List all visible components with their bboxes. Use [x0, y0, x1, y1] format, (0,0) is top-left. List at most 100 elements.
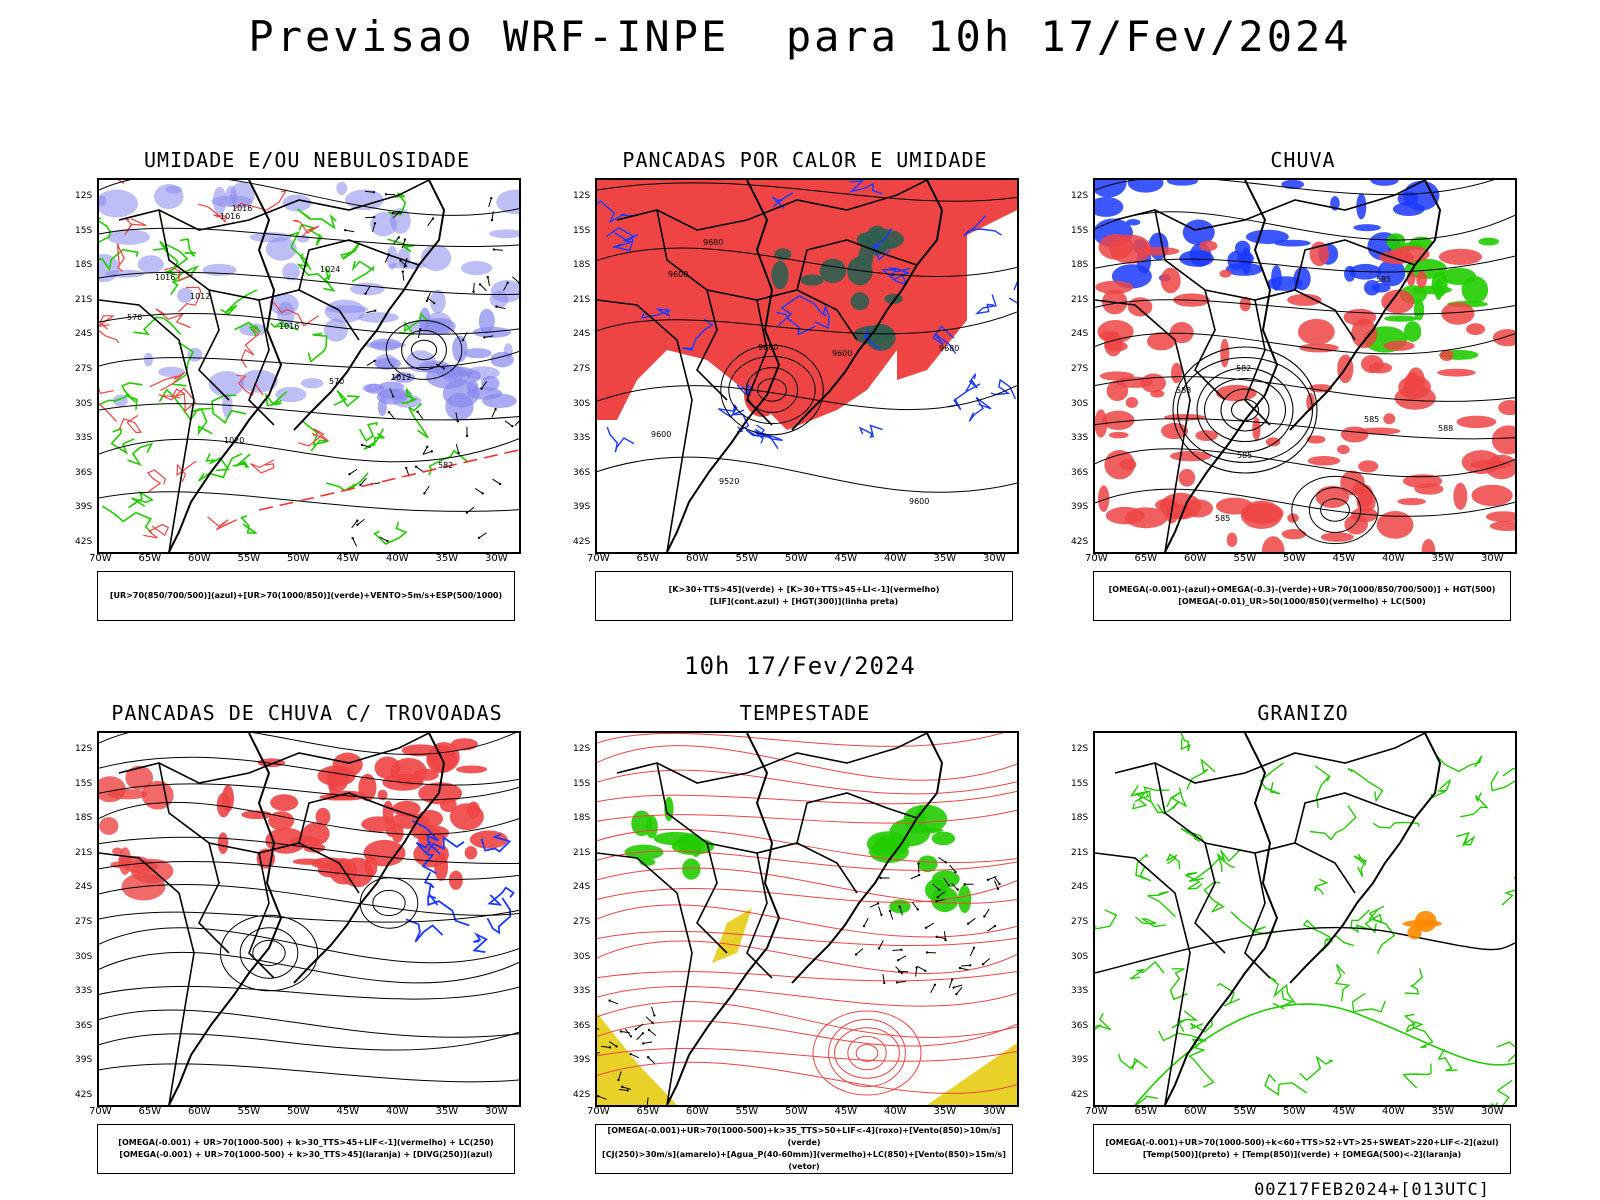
lat-tick-label: 33S — [75, 433, 93, 444]
lon-tick-label: 40W — [884, 1106, 907, 1117]
contour-label: 9600 — [909, 497, 929, 506]
lat-tick-label: 30S — [1071, 398, 1089, 409]
lat-tick-label: 18S — [573, 813, 591, 824]
legend-line: [UR>70(850/700/500)](azul)+[UR>70(1000/8… — [109, 591, 503, 600]
lat-tick-label: 21S — [75, 847, 93, 858]
lat-tick-label: 39S — [1071, 1055, 1089, 1066]
legend-line: [LIF](cont.azul) + [HGT(300)](linha pret… — [709, 597, 899, 606]
lat-tick-label: 24S — [75, 329, 93, 340]
lon-tick-label: 70W — [587, 1106, 610, 1117]
lat-tick-label: 39S — [573, 1055, 591, 1066]
legend-line: [OMEGA(-0.001)-(azul)+OMEGA(-0.3)-(verde… — [1108, 585, 1496, 594]
lon-tick-label: 35W — [933, 1106, 957, 1117]
lat-tick-label: 27S — [573, 364, 591, 374]
contour-label: 1012 — [190, 292, 210, 301]
lon-tick-label: 55W — [1233, 553, 1257, 564]
lat-tick-label: 42S — [573, 537, 591, 547]
contour-label: 585 — [1364, 415, 1379, 424]
lon-tick-label: 55W — [735, 1106, 759, 1117]
umidade-panel-title: UMIDADE E/OU NEBULOSIDADE — [143, 148, 471, 172]
lon-tick-label: 55W — [735, 553, 759, 564]
contour-label: 1012 — [391, 373, 411, 382]
contour-label: 9680 — [703, 238, 723, 247]
contour-label: 588 — [1438, 424, 1453, 433]
lat-tick-label: 15S — [75, 778, 93, 789]
lat-tick-label: 39S — [75, 502, 93, 513]
chuva-legend: [OMEGA(-0.001)-(azul)+OMEGA(-0.3)-(verde… — [1093, 571, 1511, 621]
lat-tick-label: 42S — [1071, 537, 1089, 547]
chuva-panel-title: CHUVA — [1270, 148, 1336, 172]
contour-label: 576 — [127, 313, 142, 322]
lat-tick-label: 15S — [573, 225, 591, 236]
contour-label: 588 — [1176, 386, 1191, 395]
lon-tick-label: 65W — [636, 1106, 660, 1117]
lat-tick-label: 27S — [75, 917, 93, 927]
tempestade-panel-title: TEMPESTADE — [739, 701, 871, 725]
lat-tick-label: 21S — [573, 847, 591, 858]
lon-tick-label: 50W — [785, 553, 808, 564]
lat-tick-label: 42S — [1071, 1090, 1089, 1100]
lon-tick-label: 70W — [587, 553, 610, 564]
lat-tick-label: 30S — [1071, 951, 1089, 962]
legend-line: [Temp(500)](preto) + [Temp(850)](verde) … — [1142, 1150, 1462, 1159]
lat-tick-label: 18S — [573, 260, 591, 271]
pancadas_calor-panel-title: PANCADAS POR CALOR E UMIDADE — [622, 148, 988, 172]
lon-tick-label: 35W — [1431, 553, 1455, 564]
lon-tick-label: 50W — [287, 1106, 310, 1117]
lat-tick-label: 30S — [75, 398, 93, 409]
lon-tick-label: 60W — [686, 553, 709, 564]
lat-tick-label: 36S — [75, 1020, 93, 1031]
lat-tick-label: 27S — [1071, 364, 1089, 374]
lat-tick-label: 15S — [573, 778, 591, 789]
lon-tick-label: 35W — [933, 553, 957, 564]
lon-tick-label: 45W — [336, 1106, 360, 1117]
lat-tick-label: 27S — [1071, 917, 1089, 927]
contour-label: 1016 — [279, 322, 299, 331]
lon-tick-label: 40W — [386, 553, 409, 564]
lat-tick-label: 15S — [75, 225, 93, 236]
contour-label: 9680 — [758, 343, 778, 352]
tempestade-legend: [OMEGA(-0.001)+UR>70(1000-500)+k>35_TTS>… — [595, 1124, 1013, 1174]
lat-tick-label: 39S — [75, 1055, 93, 1066]
lat-tick-label: 27S — [573, 917, 591, 927]
granizo-legend: [OMEGA(-0.001)+UR>70(1000-500)+k<60+TTS>… — [1093, 1124, 1511, 1174]
legend-line: [OMEGA(-0.001)+UR>70(1000-500)+k<60+TTS>… — [1105, 1138, 1499, 1147]
legend-line: [K>30+TTS>45](verde) + [K>30+TTS>45+LI<-… — [668, 585, 940, 594]
contour-label: 1016 — [232, 204, 252, 213]
contour-label: 570 — [329, 377, 344, 386]
lat-tick-label: 36S — [573, 1020, 591, 1031]
lon-tick-label: 60W — [188, 1106, 211, 1117]
pancadas_trovoadas-panel-title: PANCADAS DE CHUVA C/ TROVOADAS — [111, 701, 503, 725]
contour-label: 9600 — [832, 349, 852, 358]
legend-line: [OMEGA(-0.001) + UR>70(1000-500) + k>30_… — [118, 1138, 494, 1147]
page-title: Previsao WRF-INPE para 10h 17/Fev/2024 — [248, 12, 1352, 61]
lat-tick-label: 27S — [75, 364, 93, 374]
lat-tick-label: 36S — [1071, 467, 1089, 478]
pancadas_calor-map: 9680 9680 9680 9600 9600 9600 9600 9520 — [595, 178, 1019, 554]
lon-tick-label: 60W — [1184, 553, 1207, 564]
lat-tick-label: 21S — [573, 294, 591, 305]
lat-tick-label: 18S — [75, 813, 93, 824]
lon-tick-label: 70W — [89, 1106, 112, 1117]
lat-tick-label: 12S — [573, 191, 591, 201]
contour-label: 1016 — [155, 273, 175, 282]
lon-tick-label: 35W — [435, 1106, 459, 1117]
lon-tick-label: 40W — [1382, 1106, 1405, 1117]
legend-line: [OMEGA(-0.001)+UR>70(1000-500)+k>35_TTS>… — [607, 1126, 1001, 1147]
legend-line: [OMEGA(-0.001) + UR>70(1000-500) + k>30_… — [119, 1150, 493, 1159]
lon-tick-label: 55W — [1233, 1106, 1257, 1117]
lat-tick-label: 12S — [1071, 744, 1089, 754]
lon-tick-label: 65W — [636, 553, 660, 564]
lon-tick-label: 40W — [386, 1106, 409, 1117]
lon-tick-label: 30W — [983, 553, 1006, 564]
lon-tick-label: 50W — [1283, 553, 1306, 564]
lon-tick-label: 50W — [287, 553, 310, 564]
granizo-panel-title: GRANIZO — [1257, 701, 1349, 725]
tempestade-map — [595, 731, 1019, 1107]
lon-tick-label: 50W — [785, 1106, 808, 1117]
lon-tick-label: 45W — [1332, 1106, 1356, 1117]
lat-tick-label: 33S — [573, 986, 591, 997]
lon-tick-label: 30W — [1481, 1106, 1504, 1117]
lat-tick-label: 36S — [1071, 1020, 1089, 1031]
pancadas_calor-legend: [K>30+TTS>45](verde) + [K>30+TTS>45+LI<-… — [595, 571, 1013, 621]
